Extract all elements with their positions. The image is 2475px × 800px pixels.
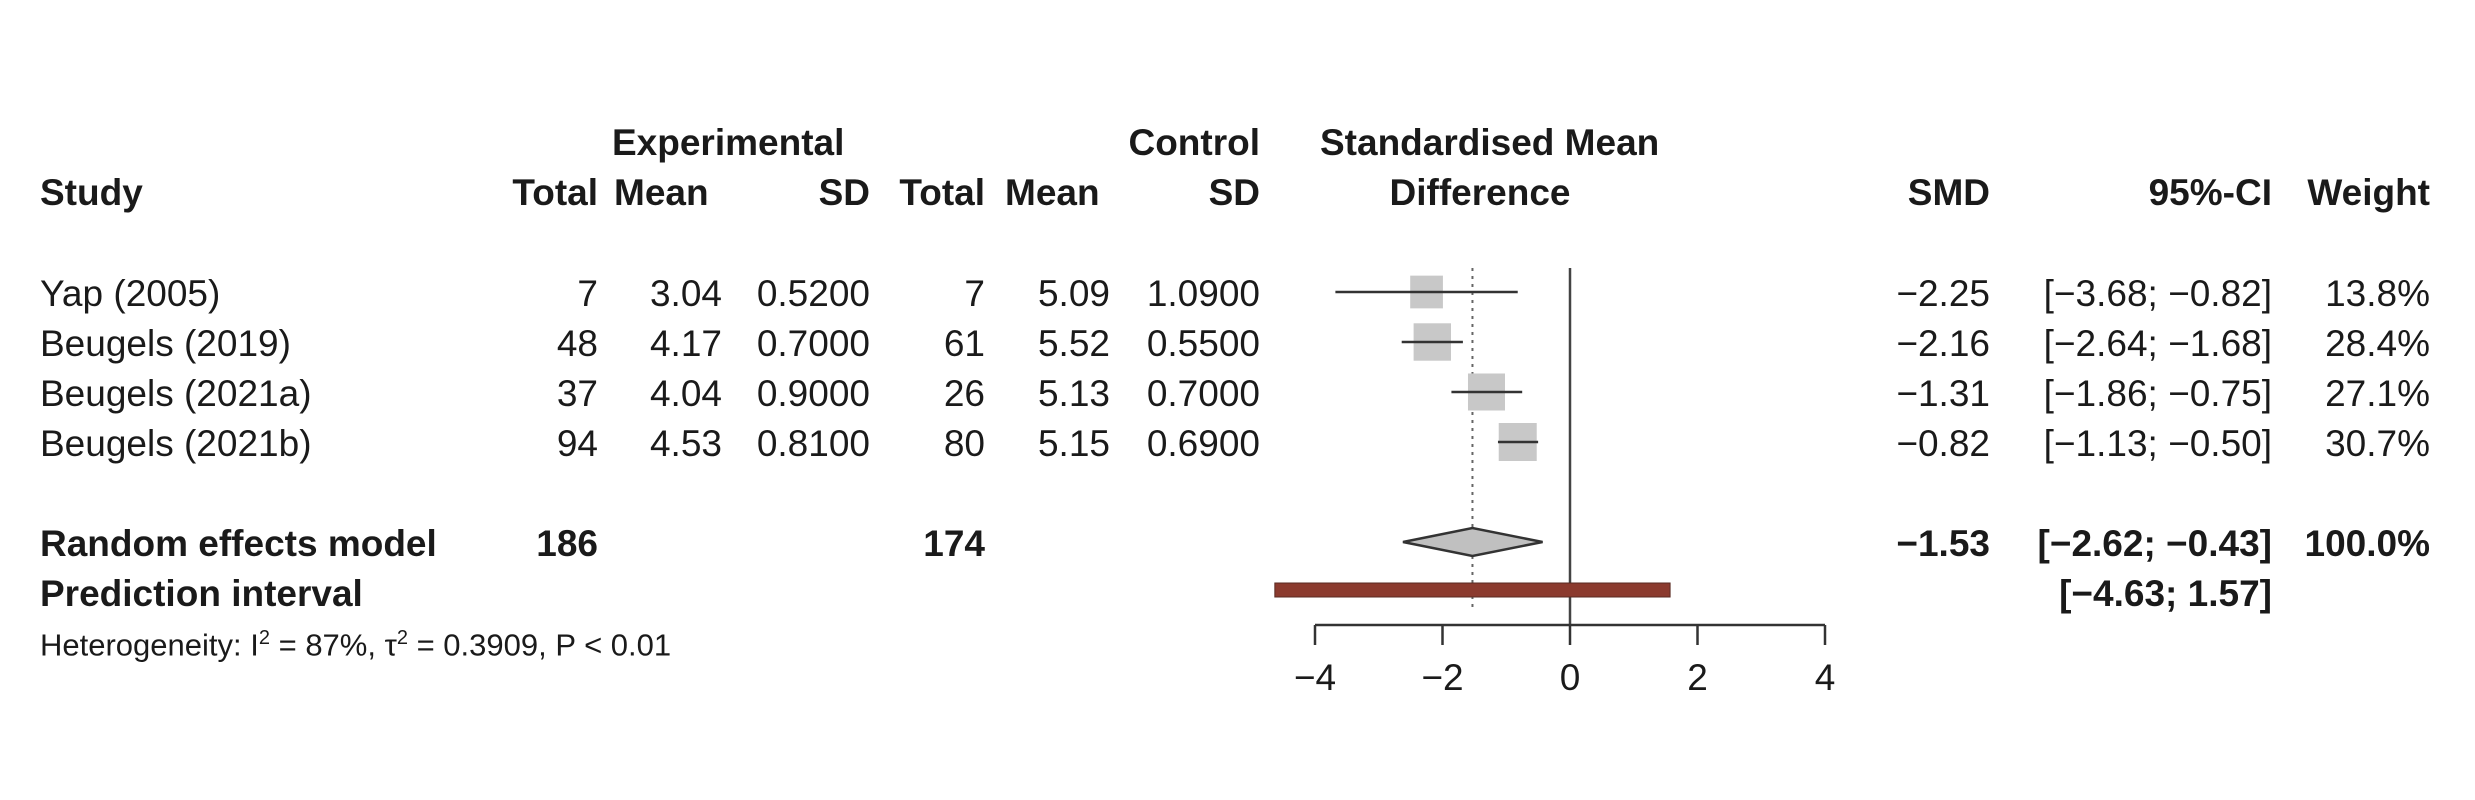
header-exp-total: Total <box>512 172 598 213</box>
tau2-superscript: 2 <box>396 627 408 649</box>
study-name: Beugels (2019) <box>40 323 291 364</box>
ctl-mean: 5.13 <box>1037 373 1110 414</box>
weight-value: 13.8% <box>2325 273 2430 314</box>
exp-total: 7 <box>577 273 598 314</box>
ctl-mean: 5.09 <box>1037 273 1110 314</box>
header-exp-sd: SD <box>818 172 870 213</box>
study-name: Beugels (2021a) <box>40 373 312 414</box>
ctl-total: 7 <box>964 273 985 314</box>
ctl-mean: 5.15 <box>1037 423 1110 464</box>
exp-mean: 4.17 <box>649 323 722 364</box>
summary-diamond <box>1402 526 1543 558</box>
ctl-sd: 0.5500 <box>1146 323 1260 364</box>
exp-mean: 4.53 <box>649 423 722 464</box>
x-tick-label: 0 <box>1560 657 1581 698</box>
x-tick-label: −2 <box>1421 657 1463 698</box>
ctl-mean: 5.52 <box>1037 323 1110 364</box>
exp-sd: 0.9000 <box>756 373 870 414</box>
x-tick-label: 2 <box>1687 657 1708 698</box>
smd-value: −1.31 <box>1896 373 1990 414</box>
ctl-total: 61 <box>943 323 985 364</box>
exp-sd: 0.8100 <box>756 423 870 464</box>
ctl-total: 26 <box>943 373 985 414</box>
exp-mean: 3.04 <box>649 273 722 314</box>
header-ctl-mean: Mean <box>1005 172 1100 213</box>
heterogeneity-prefix: Heterogeneity: I <box>40 627 259 663</box>
header-smd-line1: Standardised Mean <box>1320 122 1660 163</box>
x-tick-label: 4 <box>1815 657 1836 698</box>
ctl-sd: 0.6900 <box>1146 423 1260 464</box>
ci-value: [−2.64; −1.68] <box>2043 323 2272 364</box>
exp-total: 48 <box>556 323 598 364</box>
ctl-sd: 0.7000 <box>1146 373 1260 414</box>
prediction-interval-bar <box>1274 582 1671 598</box>
header-ctl-total: Total <box>899 172 985 213</box>
heterogeneity-text: Heterogeneity: I2 = 87%, τ2 = 0.3909, P … <box>40 628 671 660</box>
summary-ci: [−2.62; −0.43] <box>2037 523 2272 564</box>
header-smd-line2: Difference <box>1389 172 1571 213</box>
summary-exp-total: 186 <box>536 523 598 564</box>
header-weight: Weight <box>2307 172 2430 213</box>
smd-value: −2.25 <box>1896 273 1990 314</box>
ci-value: [−1.13; −0.50] <box>2043 423 2272 464</box>
header-ci: 95%-CI <box>2148 172 2272 213</box>
study-name: Beugels (2021b) <box>40 423 312 464</box>
study-name: Yap (2005) <box>40 273 221 314</box>
header-experimental: Experimental <box>612 122 845 163</box>
smd-value: −2.16 <box>1896 323 1990 364</box>
header-control: Control <box>1128 122 1260 163</box>
x-tick-label: −4 <box>1294 657 1336 698</box>
exp-sd: 0.7000 <box>756 323 870 364</box>
header-smd: SMD <box>1907 172 1990 213</box>
summary-ctl-total: 174 <box>923 523 985 564</box>
weight-value: 30.7% <box>2325 423 2430 464</box>
prediction-label: Prediction interval <box>40 573 363 614</box>
prediction-ci: [−4.63; 1.57] <box>2059 573 2272 614</box>
exp-total: 37 <box>556 373 598 414</box>
heterogeneity-rest: = 0.3909, P < 0.01 <box>407 627 672 663</box>
ctl-sd: 1.0900 <box>1146 273 1260 314</box>
ctl-total: 80 <box>943 423 985 464</box>
exp-sd: 0.5200 <box>756 273 870 314</box>
weight-value: 27.1% <box>2325 373 2430 414</box>
header-ctl-sd: SD <box>1208 172 1260 213</box>
summary-weight: 100.0% <box>2304 523 2431 564</box>
summary-label: Random effects model <box>40 523 437 564</box>
weight-value: 28.4% <box>2325 323 2430 364</box>
smd-value: −0.82 <box>1896 423 1990 464</box>
heterogeneity-i2: = 87%, τ <box>269 627 397 663</box>
header-exp-mean: Mean <box>614 172 709 213</box>
exp-total: 94 <box>556 423 598 464</box>
ci-value: [−1.86; −0.75] <box>2043 373 2272 414</box>
exp-mean: 4.04 <box>649 373 722 414</box>
summary-smd: −1.53 <box>1896 523 1990 564</box>
i2-superscript: 2 <box>258 627 270 649</box>
ci-value: [−3.68; −0.82] <box>2043 273 2272 314</box>
header-study: Study <box>40 172 143 213</box>
